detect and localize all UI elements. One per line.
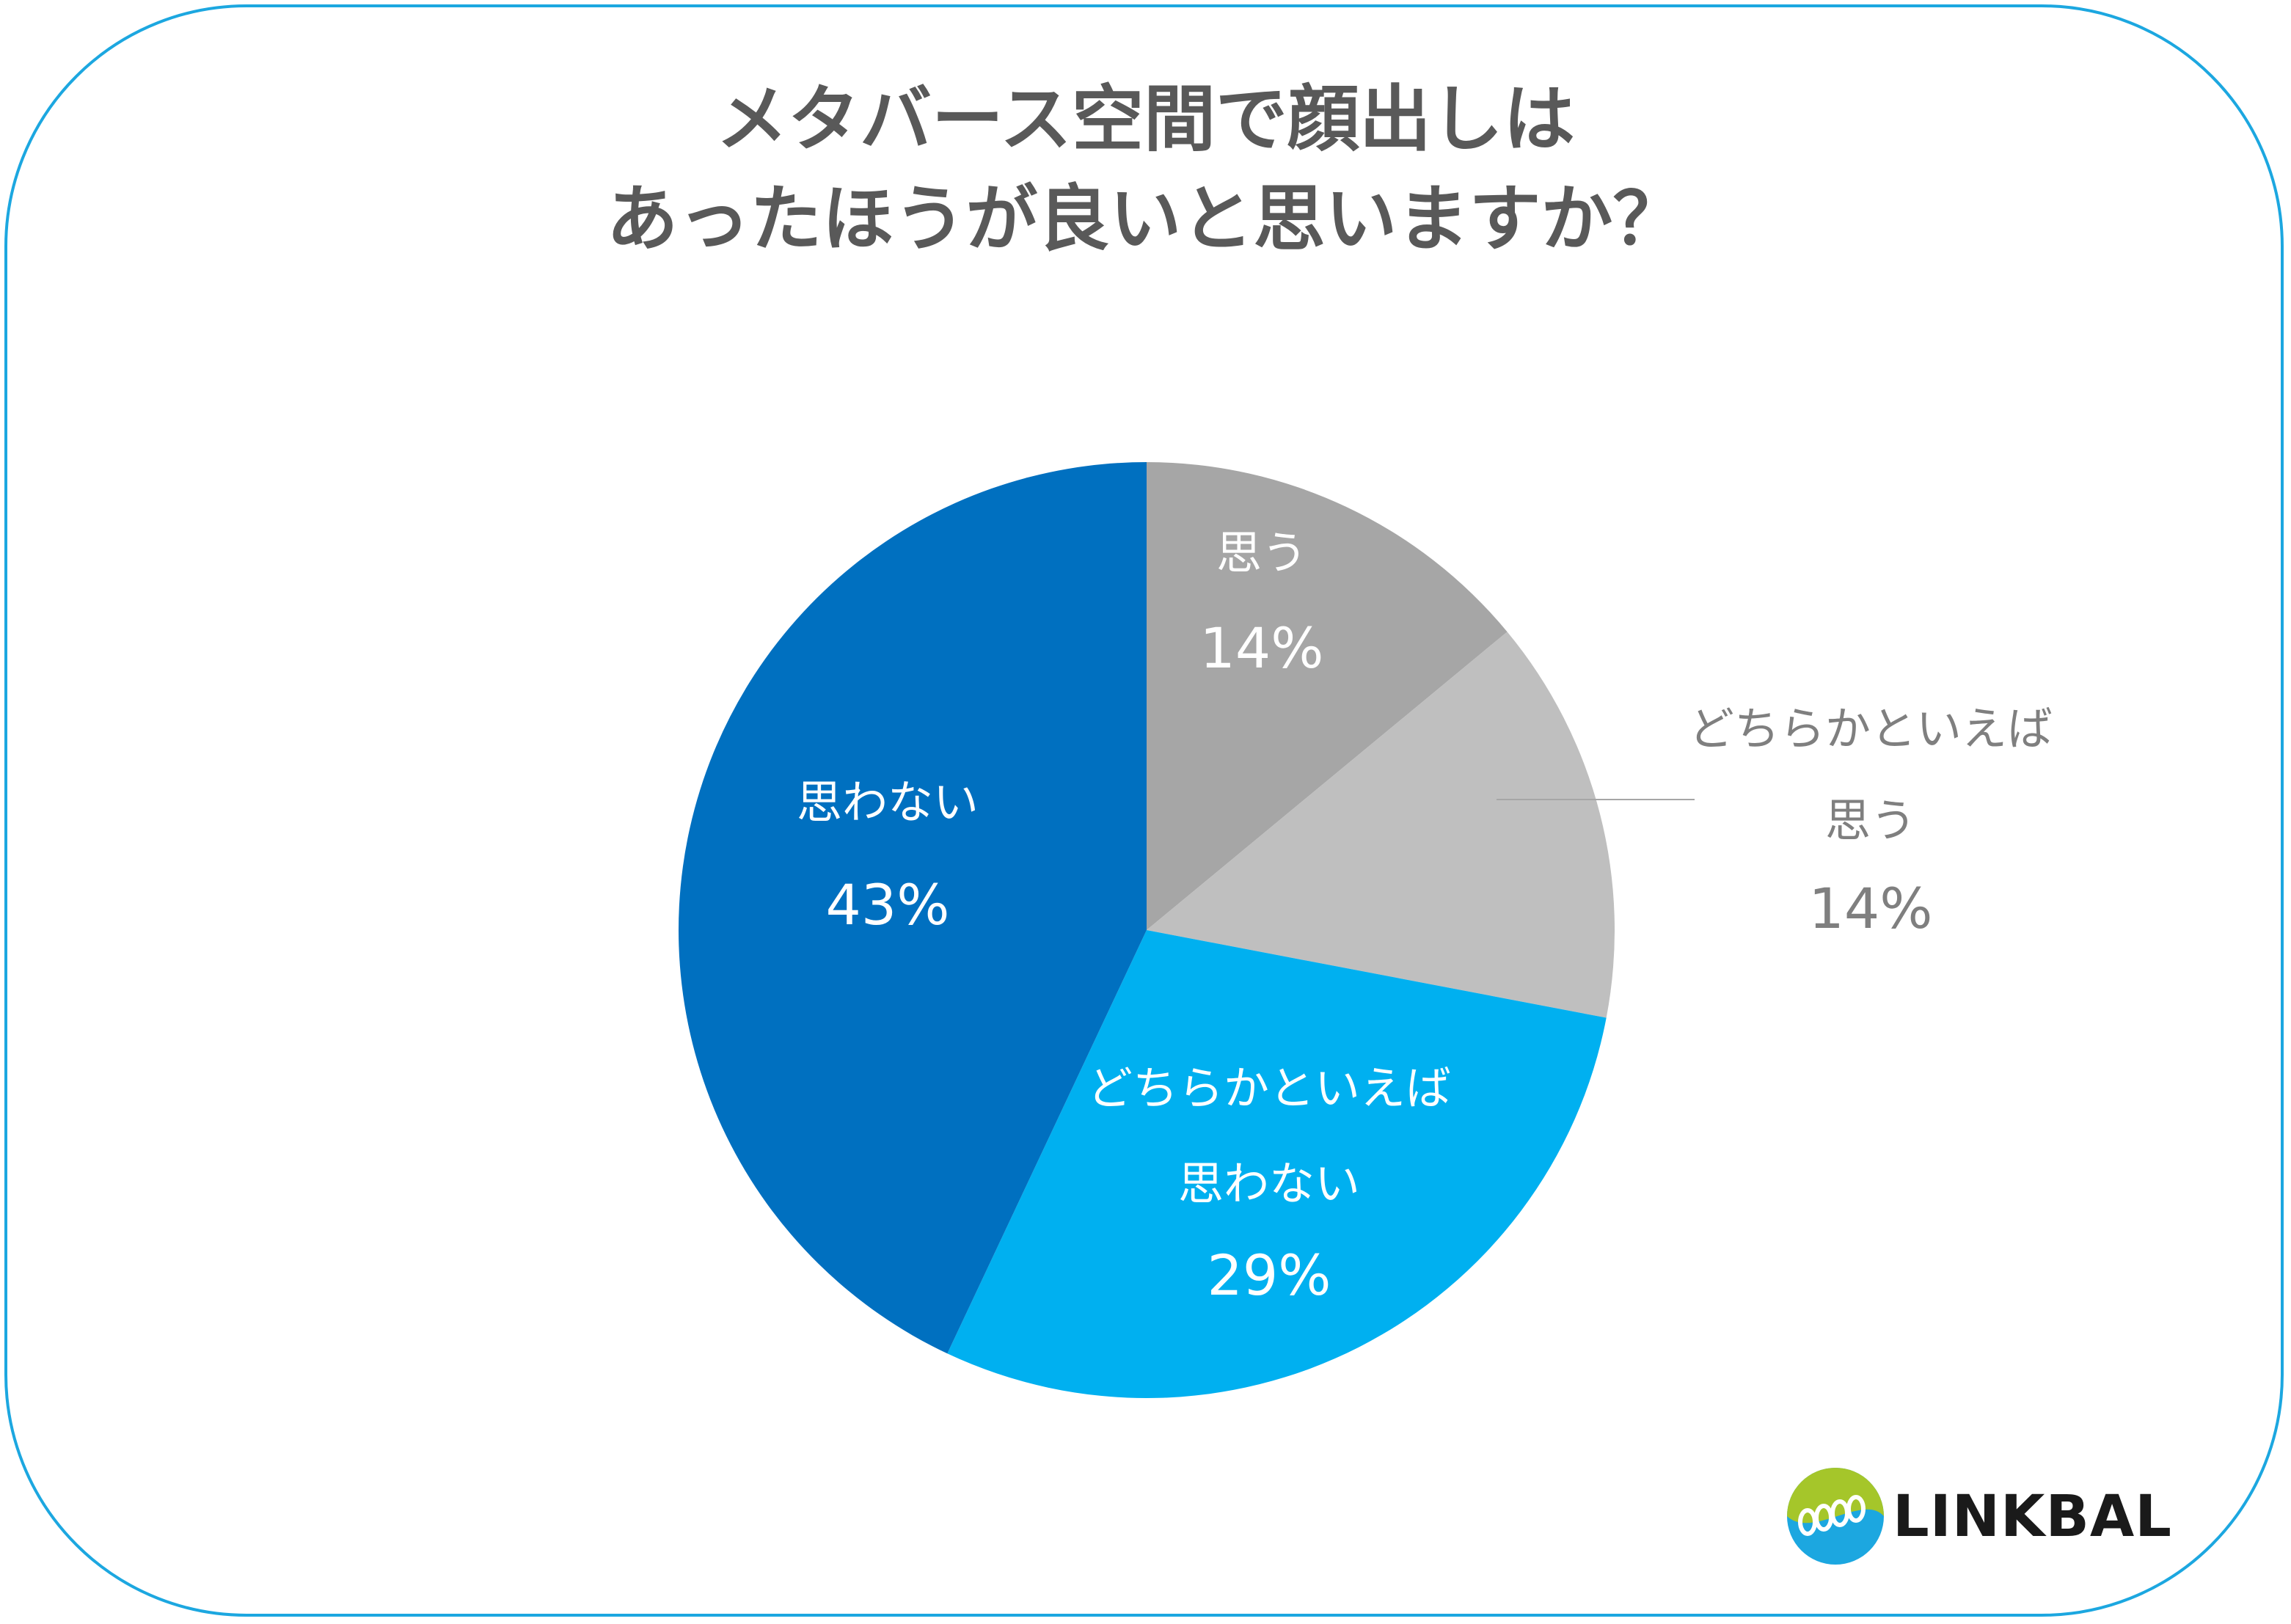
data-label-category-omou: 思う <box>1216 526 1307 579</box>
data-label-category-dochiraka-omowanai: どちらかといえば <box>1087 1061 1451 1115</box>
data-label-category-dochiraka-omou: どちらかといえば <box>1689 702 2053 756</box>
data-label-category-dochiraka-omou: 思う <box>1825 794 1916 847</box>
linkbal-logo-text: LINKBAL <box>1893 1484 2172 1550</box>
chart-title-line-1: メタバース空間で顔出しは <box>715 78 1576 161</box>
data-label-value-omou: 14% <box>1200 615 1324 681</box>
data-label-value-omowanai: 43% <box>826 872 950 937</box>
chart-title: メタバース空間で顔出しは あったほうが良いと思いますか？ <box>0 70 2291 269</box>
pie-slice-omowanai <box>679 462 1147 1354</box>
chart-title-line-2: あったほうが良いと思いますか？ <box>606 178 1685 261</box>
data-label-category-dochiraka-omowanai: 思わない <box>1178 1157 1360 1210</box>
data-label-value-dochiraka-omowanai: 29% <box>1207 1243 1331 1308</box>
pie-slice-omou <box>1147 462 1508 930</box>
pie-slice-dochiraka-omou <box>1147 632 1615 1018</box>
data-label-category-omowanai: 思わない <box>797 775 979 829</box>
linkbal-logo: LINKBAL <box>1783 1456 2208 1588</box>
pie-slice-dochiraka-omowanai <box>947 930 1607 1398</box>
linkbal-logo-icon <box>1787 1468 1884 1565</box>
data-label-value-dochiraka-omou: 14% <box>1809 876 1933 941</box>
